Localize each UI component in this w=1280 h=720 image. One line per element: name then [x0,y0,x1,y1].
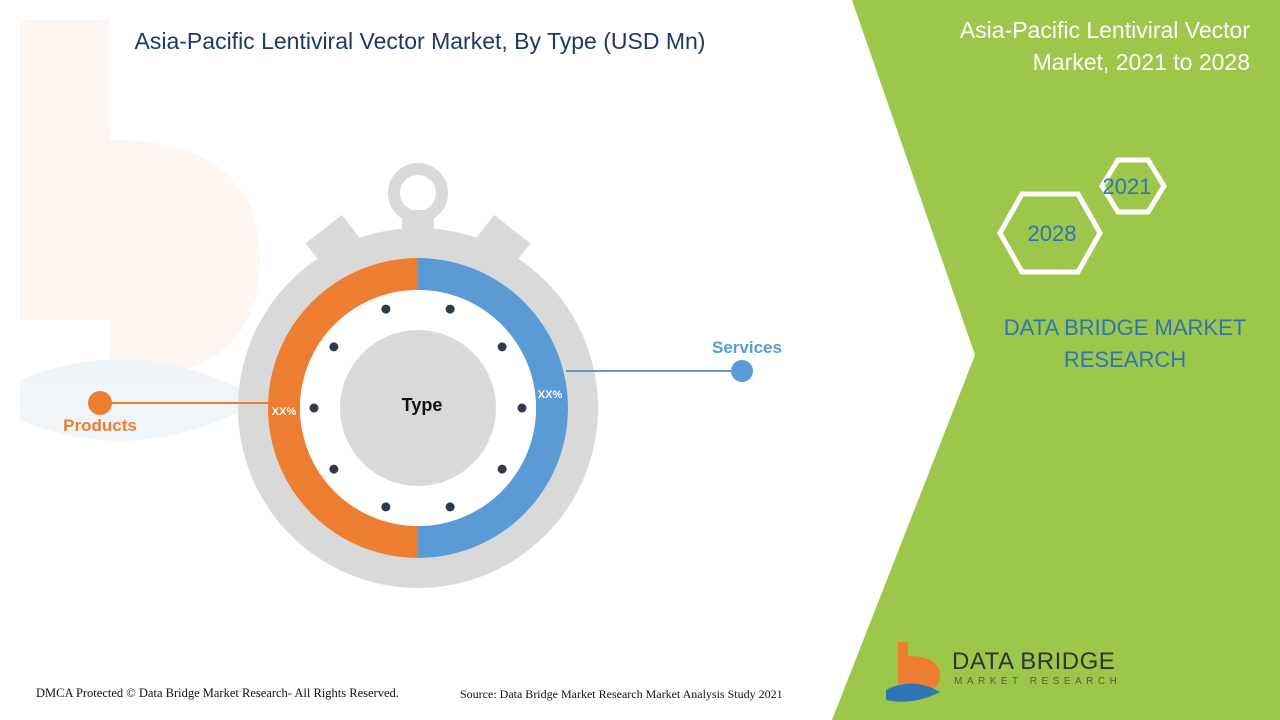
stopwatch-tick-dot [329,342,339,352]
data-bridge-logo-icon [886,642,940,702]
slice-products [268,258,418,558]
center-disc [340,330,496,486]
stopwatch-tick-dot [381,502,391,512]
chart-title: Asia-Pacific Lentiviral Vector Market, B… [134,28,706,54]
side-panel-title: Asia-Pacific Lentiviral Vector Market, 2… [959,17,1250,75]
category-label-services: Services [712,338,782,357]
year-end-label: 2028 [1028,221,1077,246]
value-label-services: XX% [538,389,563,401]
hexagon-2021 [1099,157,1167,215]
stopwatch-tick-dot [381,304,391,314]
center-label: Type [402,395,443,415]
callout-dot-services [731,360,753,382]
stopwatch-tick-dot [497,464,507,474]
logo-tagline: MARKET RESEARCH [954,676,1122,687]
source-note: Source: Data Bridge Market Research Mark… [460,687,783,701]
hexagon-2028 [997,191,1103,275]
stopwatch-tick-dot [309,403,319,413]
copyright-notice: DMCA Protected © Data Bridge Market Rese… [36,686,399,700]
category-label-products: Products [63,416,137,435]
callout-dot-products [88,391,112,415]
year-start-label: 2021 [1103,174,1152,199]
stopwatch-tick-dot [445,502,455,512]
side-panel [832,0,1280,720]
logo-name: DATA BRIDGE [952,648,1116,675]
watermark-logo [20,20,260,441]
brand-name: DATA BRIDGE MARKET RESEARCH [1003,315,1247,372]
slice-services [418,258,568,558]
value-label-products: XX% [272,406,297,418]
stopwatch-tick-dot [517,403,527,413]
stopwatch-tick-dot [329,464,339,474]
stopwatch-tick-dot [445,304,455,314]
stopwatch-tick-dot [497,342,507,352]
